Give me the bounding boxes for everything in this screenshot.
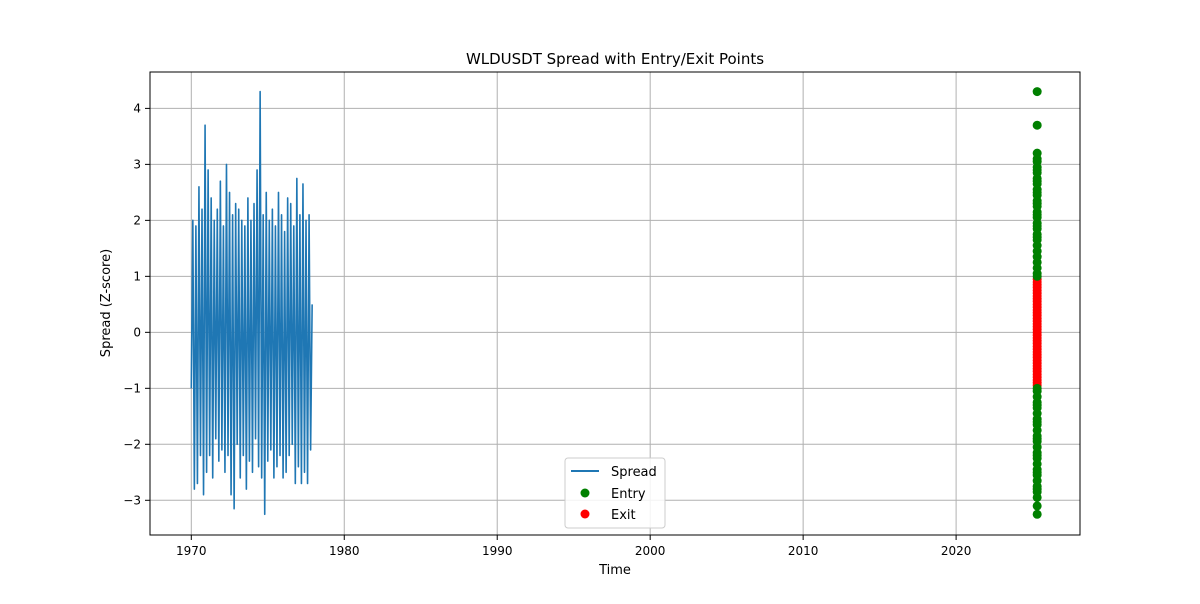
series-entry-point (1032, 509, 1042, 519)
series-entry-point (1032, 187, 1042, 197)
legend-box (564, 457, 666, 529)
x-axis-label: Time (598, 563, 631, 578)
x-tick-label: 1970 (176, 544, 207, 558)
x-tick-label: 1990 (482, 544, 513, 558)
y-tick-label: 2 (133, 213, 141, 227)
tick-layer: 1970 1980 1990 2000 2010 2020 −3 −2 −1 0 1 2 3 4 (123, 101, 971, 558)
x-tick-label: 1980 (329, 544, 360, 558)
legend: Spread Entry Exit (564, 457, 666, 529)
series-entry-point (1032, 400, 1042, 410)
series-entry-point (1032, 501, 1042, 511)
legend-entry-label: Entry (611, 487, 646, 502)
series-entry-point (1032, 154, 1042, 164)
y-tick-label: 1 (133, 269, 141, 283)
series-spread-line (190, 90, 313, 516)
series-entry-point (1032, 451, 1042, 460)
series-entry-point (1032, 199, 1042, 209)
legend-spread-label: Spread (611, 465, 657, 480)
y-tick-label: 0 (133, 325, 141, 339)
series-entry-point (1032, 210, 1042, 220)
series-layer (190, 87, 1042, 519)
chart-title: WLDUSDT Spread with Entry/Exit Points (466, 50, 764, 68)
series-entry-point (1032, 87, 1042, 97)
x-tick-label: 2010 (788, 544, 819, 558)
x-tick-label: 2020 (941, 544, 972, 558)
plot-frame (149, 71, 1081, 536)
y-tick-label: −3 (123, 493, 141, 507)
legend-entry-swatch (580, 488, 590, 498)
series-entry-point (1032, 492, 1042, 502)
series-entry-point (1032, 434, 1042, 444)
x-tick-label: 2000 (635, 544, 666, 558)
y-axis-label: Spread (Z-score) (99, 249, 114, 357)
series-entry-point (1032, 467, 1042, 477)
series-entry-point (1032, 484, 1042, 494)
y-tick-label: 3 (133, 157, 141, 171)
y-tick-label: −1 (123, 381, 141, 395)
series-entry-point (1032, 221, 1042, 231)
legend-exit-label: Exit (611, 508, 636, 523)
legend-exit-swatch (580, 509, 590, 519)
series-entry-point (1032, 232, 1042, 242)
series-entry-point (1032, 176, 1042, 186)
y-tick-label: −2 (123, 437, 141, 451)
y-tick-label: 4 (133, 101, 141, 115)
series-entry-point (1032, 417, 1042, 427)
series-entry-point (1032, 271, 1042, 281)
series-entry-point (1032, 165, 1042, 175)
series-entry-point (1032, 120, 1042, 130)
